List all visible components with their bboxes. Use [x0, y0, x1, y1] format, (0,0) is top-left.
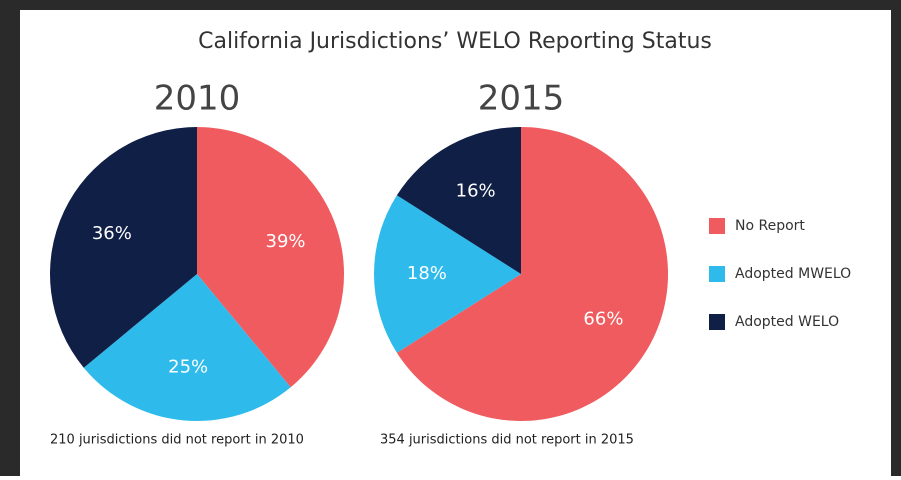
- legend-swatch: [709, 266, 725, 282]
- legend-swatch: [709, 314, 725, 330]
- legend-label: Adopted MWELO: [735, 266, 851, 282]
- pie-slice: [396, 127, 669, 421]
- pie-slice: [83, 274, 291, 421]
- slice-label: 39%: [266, 231, 306, 252]
- pie-slice: [197, 127, 345, 388]
- legend-label: Adopted WELO: [735, 314, 839, 330]
- legend-label: No Report: [735, 218, 805, 234]
- pie-slice: [50, 126, 197, 368]
- chart-title: California Jurisdictions’ WELO Reporting…: [198, 29, 712, 54]
- pie-title: 2015: [478, 79, 565, 119]
- slice-label: 36%: [92, 223, 132, 244]
- slice-label: 16%: [456, 181, 496, 202]
- slice-label: 25%: [168, 357, 208, 378]
- annotation: 354 jurisdictions did not report in 2015: [380, 433, 634, 448]
- pie-slice: [396, 127, 521, 274]
- slice-label: 18%: [407, 263, 447, 284]
- slice-label: 66%: [583, 308, 623, 329]
- annotation: 210 jurisdictions did not report in 2010: [50, 433, 304, 448]
- legend-swatch: [709, 218, 725, 234]
- pie-slice: [374, 195, 521, 353]
- pie-title: 2010: [154, 79, 241, 119]
